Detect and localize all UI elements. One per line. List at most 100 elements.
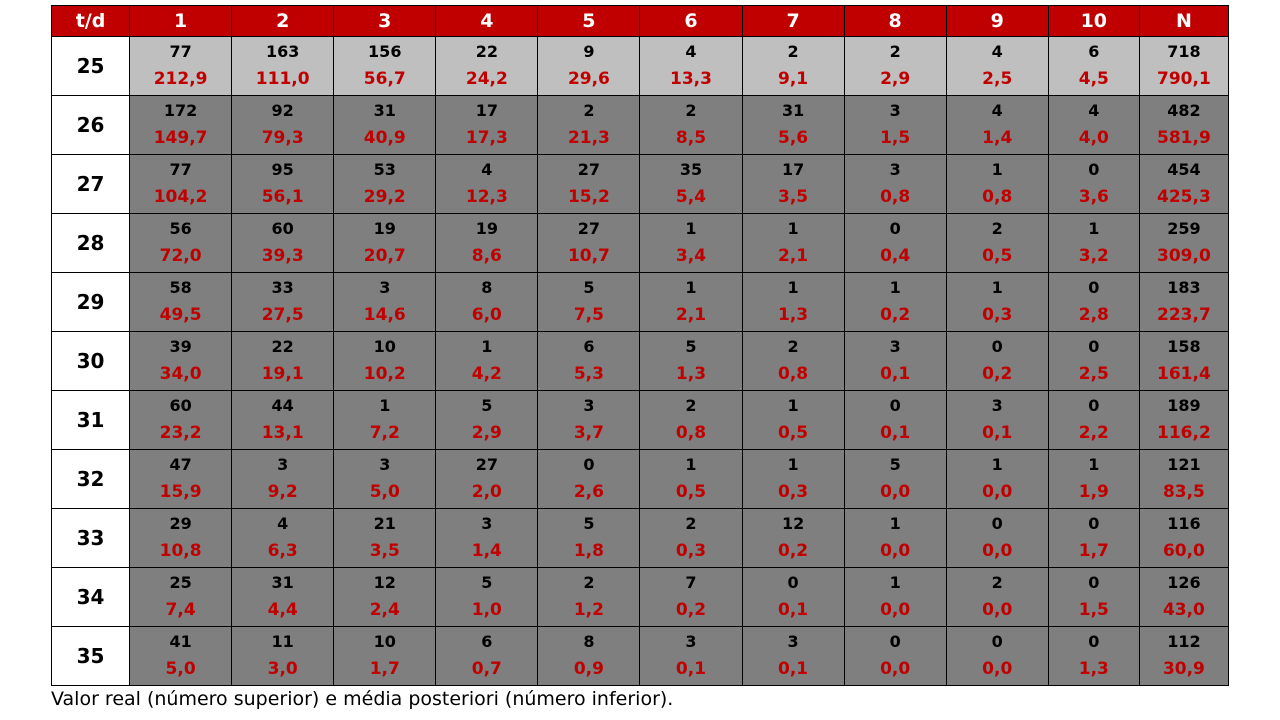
table-row: 31 60 23,2 44 13,1 1 7,2 5 2,9 3 3,7 2 0,8 1 0,5 0 0,1 3 0… — [50, 390, 1230, 450]
posterior-mean-value: 6,3 — [267, 541, 298, 561]
real-value: 4 — [991, 42, 1003, 61]
table-cell: 33 27,5 — [231, 272, 335, 332]
table-cell: 1 0,0 — [843, 508, 947, 568]
real-value: 77 — [169, 42, 192, 61]
table-row: 30 39 34,0 22 19,1 10 10,2 1 4,2 6 5,3 5 1,3 2 0,8 3 0,1… — [50, 331, 1230, 391]
posterior-mean-value: 0,0 — [880, 659, 911, 679]
posterior-mean-value: 0,5 — [982, 246, 1013, 266]
real-value: 21 — [373, 514, 396, 533]
posterior-mean-value: 5,4 — [675, 187, 707, 207]
total-cell: 158 161,4 — [1138, 331, 1230, 391]
table-cell: 172 149,7 — [129, 95, 233, 155]
real-value: 2 — [583, 101, 595, 120]
posterior-mean-value: 2,4 — [369, 600, 400, 620]
table-cell: 1 0,3 — [945, 272, 1049, 332]
real-value: 95 — [271, 160, 294, 179]
table-cell: 0 2,6 — [537, 449, 641, 509]
corner-header: t/d — [50, 5, 131, 37]
posterior-mean-value: 2,2 — [1078, 423, 1109, 443]
real-value: 0 — [1088, 514, 1100, 533]
real-value: 60 — [271, 219, 294, 238]
real-value: 163 — [265, 42, 300, 61]
table-cell: 95 56,1 — [231, 154, 335, 214]
posterior-mean-value: 79,3 — [261, 128, 304, 148]
table-cell: 1 0,0 — [945, 449, 1049, 509]
table-cell: 0 2,8 — [1047, 272, 1140, 332]
table-cell: 3 0,1 — [639, 626, 743, 686]
posterior-mean-value: 0,3 — [982, 305, 1013, 325]
posterior-mean-value: 149,7 — [153, 128, 208, 148]
real-value: 0 — [991, 514, 1003, 533]
real-value: 31 — [271, 573, 294, 592]
real-value: 112 — [1167, 632, 1201, 651]
real-value: 39 — [169, 337, 192, 356]
real-value: 31 — [373, 101, 396, 120]
table-cell: 163 111,0 — [231, 36, 335, 96]
real-value: 158 — [1167, 337, 1201, 356]
table-cell: 11 3,0 — [231, 626, 335, 686]
posterior-mean-value: 3,5 — [778, 187, 809, 207]
real-value: 22 — [271, 337, 294, 356]
table-cell: 1 0,8 — [945, 154, 1049, 214]
posterior-mean-value: 29,2 — [363, 187, 406, 207]
table-cell: 0 2,5 — [1047, 331, 1140, 391]
row-header: 33 — [50, 508, 131, 568]
real-value: 27 — [577, 219, 601, 238]
posterior-mean-value: 1,2 — [573, 600, 604, 620]
real-value: 60 — [169, 396, 192, 415]
table-cell: 1 1,3 — [741, 272, 845, 332]
posterior-mean-value: 3,6 — [1078, 187, 1109, 207]
real-value: 22 — [475, 42, 498, 61]
table-row: 34 25 7,4 31 4,4 12 2,4 5 1,0 2 1,2 7 0,2 0 0,1 1 0,0 2 0,… — [50, 567, 1230, 627]
real-value: 3 — [481, 514, 493, 533]
real-value: 7 — [685, 573, 697, 592]
posterior-mean-value: 0,3 — [778, 482, 809, 502]
real-value: 11 — [271, 632, 294, 651]
table-cell: 17 3,5 — [741, 154, 845, 214]
table-cell: 3 0,1 — [945, 390, 1049, 450]
real-value: 0 — [1088, 337, 1100, 356]
table-cell: 1 0,3 — [741, 449, 845, 509]
table-cell: 35 5,4 — [639, 154, 743, 214]
posterior-mean-value: 24,2 — [465, 69, 508, 89]
posterior-mean-value: 1,5 — [880, 128, 911, 148]
table-cell: 6 0,7 — [435, 626, 539, 686]
posterior-mean-value: 4,2 — [471, 364, 502, 384]
table-cell: 3 9,2 — [231, 449, 335, 509]
table-cell: 4 2,5 — [945, 36, 1049, 96]
posterior-mean-value: 0,8 — [778, 364, 809, 384]
real-value: 27 — [475, 455, 498, 474]
real-value: 6 — [481, 632, 493, 651]
column-header: 9 — [945, 5, 1049, 37]
real-value: 2 — [787, 337, 799, 356]
table-cell: 27 15,2 — [537, 154, 641, 214]
row-header: 32 — [50, 449, 131, 509]
real-value: 19 — [373, 219, 396, 238]
real-value: 2 — [889, 42, 901, 61]
real-value: 1 — [991, 455, 1003, 474]
row-header: 30 — [50, 331, 131, 391]
real-value: 8 — [481, 278, 493, 297]
table-cell: 6 5,3 — [537, 331, 641, 391]
posterior-mean-value: 0,9 — [573, 659, 604, 679]
real-value: 4 — [685, 42, 697, 61]
table-cell: 0 0,1 — [843, 390, 947, 450]
table-cell: 4 1,4 — [945, 95, 1049, 155]
table-cell: 9 29,6 — [537, 36, 641, 96]
table-cell: 27 10,7 — [537, 213, 641, 273]
posterior-mean-value: 7,2 — [369, 423, 400, 443]
posterior-mean-value: 1,4 — [471, 541, 502, 561]
posterior-mean-value: 2,1 — [675, 305, 707, 325]
table-body: 25 77 212,9 163 111,0 156 56,7 22 24,2 9 29,6 4 13,3… — [50, 36, 1230, 686]
real-value: 4 — [991, 101, 1003, 120]
column-header: 1 — [129, 5, 233, 37]
table-cell: 77 212,9 — [129, 36, 233, 96]
real-value: 92 — [271, 101, 294, 120]
real-value: 58 — [169, 278, 192, 297]
real-value: 0 — [991, 337, 1003, 356]
posterior-mean-value: 1,8 — [573, 541, 604, 561]
table-cell: 39 34,0 — [129, 331, 233, 391]
posterior-mean-value: 790,1 — [1157, 69, 1211, 89]
posterior-mean-value: 0,0 — [982, 600, 1013, 620]
table-cell: 2 0,8 — [639, 390, 743, 450]
